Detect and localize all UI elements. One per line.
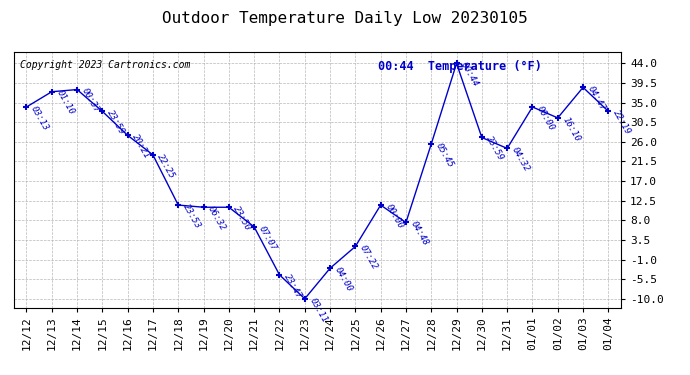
- Text: 03:13: 03:13: [29, 104, 50, 132]
- Text: 16:10: 16:10: [560, 115, 582, 143]
- Text: 20:21: 20:21: [130, 132, 152, 160]
- Text: 22:25: 22:25: [156, 152, 177, 180]
- Text: 07:07: 07:07: [257, 224, 278, 252]
- Text: 04:47: 04:47: [586, 85, 607, 112]
- Text: Outdoor Temperature Daily Low 20230105: Outdoor Temperature Daily Low 20230105: [162, 11, 528, 26]
- Text: 05:45: 05:45: [434, 141, 455, 169]
- Text: 03:11: 03:11: [308, 296, 328, 324]
- Text: 04:32: 04:32: [510, 146, 531, 173]
- Text: 23:59: 23:59: [105, 109, 126, 136]
- Text: 23:47: 23:47: [282, 272, 304, 300]
- Text: 00:00: 00:00: [535, 104, 556, 132]
- Text: 00:00: 00:00: [384, 202, 404, 230]
- Text: Copyright 2023 Cartronics.com: Copyright 2023 Cartronics.com: [20, 60, 190, 70]
- Text: 01:10: 01:10: [55, 89, 76, 117]
- Text: 23:53: 23:53: [181, 202, 202, 230]
- Text: 04:00: 04:00: [333, 266, 354, 293]
- Text: 23:50: 23:50: [232, 204, 253, 232]
- Text: 23:59: 23:59: [484, 135, 506, 162]
- Text: 07:22: 07:22: [358, 244, 380, 272]
- Text: 00:44: 00:44: [460, 61, 480, 88]
- Text: 04:48: 04:48: [408, 220, 430, 248]
- Text: 06:32: 06:32: [206, 204, 228, 232]
- Text: 00:44  Temperature (°F): 00:44 Temperature (°F): [378, 60, 542, 73]
- Text: 22:19: 22:19: [611, 109, 632, 136]
- Text: 00:37: 00:37: [80, 87, 101, 114]
